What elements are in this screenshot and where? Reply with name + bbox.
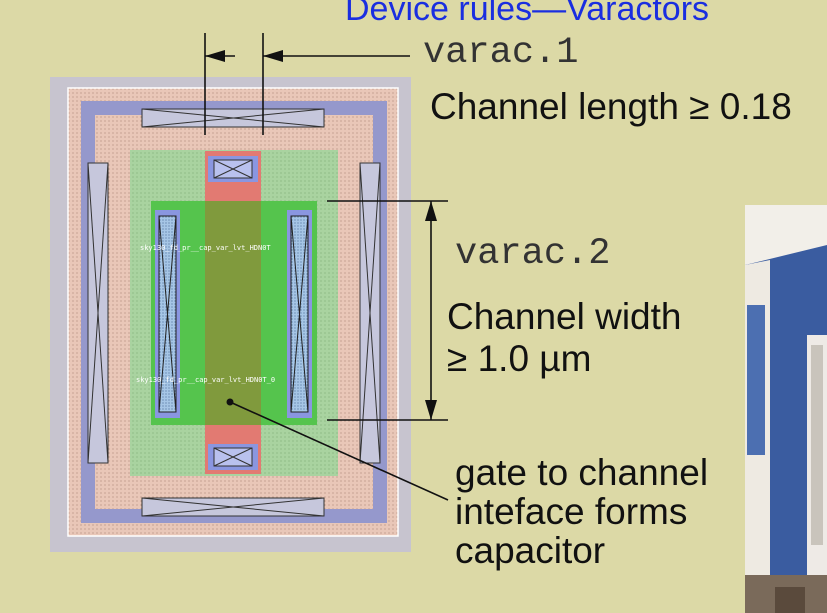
tap-contact-top <box>141 108 325 128</box>
diffusion-contact-right <box>287 210 312 418</box>
gate-channel <box>205 201 261 425</box>
rule-varac1-code: varac.1 <box>423 32 579 74</box>
tap-contact-bottom <box>141 497 325 517</box>
rule-varac2-text-line1: Channel width <box>447 296 682 337</box>
room-scene <box>745 205 827 613</box>
slide-title: Device rules—Varactors <box>345 0 710 28</box>
note-line1: gate to channel <box>455 452 709 493</box>
video-thumbnail <box>745 205 827 613</box>
poly-contact-top <box>208 156 258 182</box>
channel-width-dimension <box>327 200 448 421</box>
diffusion-contact-left <box>155 210 180 418</box>
note-line2: inteface forms <box>455 491 688 532</box>
rule-varac2-code: varac.2 <box>455 233 611 275</box>
tap-contact-right <box>359 162 381 464</box>
layout-cell-label: sky130_fd_pr__cap_var_lvt_HDN0T_0 <box>136 376 276 384</box>
layout-cell-label: sky130_fd_pr__cap_var_lvt_HDN0T <box>140 244 271 252</box>
gate-note-leader <box>226 398 449 501</box>
channel-length-dimension <box>204 33 410 135</box>
note-line3: capacitor <box>455 530 606 571</box>
rule-varac2-text-line2: ≥ 1.0 µm <box>447 338 592 379</box>
poly-contact-bottom <box>208 444 258 470</box>
rule-varac1-text: Channel length ≥ 0.18 <box>430 86 792 127</box>
tap-contact-left <box>87 162 109 464</box>
